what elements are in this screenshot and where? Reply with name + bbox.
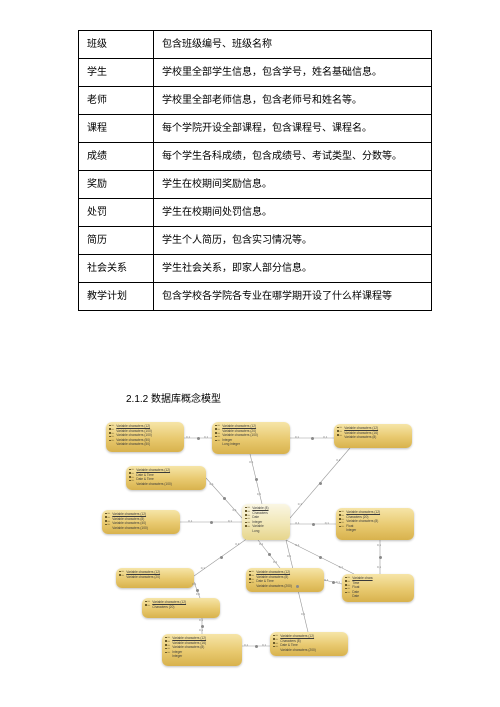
edge-pivot [210, 521, 213, 524]
definition-table: 班级包含班级编号、班级名称学生学校里全部学生信息，包含学号，姓名基础信息。老师学… [78, 30, 432, 311]
edge-cardinality: 0,1 [336, 580, 340, 584]
section-title: 2.1.2 数据库概念模型 [126, 390, 221, 405]
term-cell: 处罚 [79, 199, 154, 227]
table-row: 班级包含班级编号、班级名称 [79, 31, 432, 59]
edge-cardinality: 0,1 [204, 435, 208, 439]
term-cell: 奖励 [79, 171, 154, 199]
edge-cardinality: 0,1 [196, 592, 200, 596]
term-cell: 简历 [79, 227, 154, 255]
edge-pivot [201, 625, 204, 628]
desc-cell: 学生社会关系，即家人部分信息。 [154, 255, 432, 283]
entity-box: ▪▪▪▪▪▪▪▪▪▪▪▪▪▪▪Variable characters (12)V… [162, 634, 242, 666]
term-cell: 老师 [79, 87, 154, 115]
edge-pivot [296, 585, 299, 588]
desc-cell: 每个学院开设全部课程，包含课程号、课程名。 [154, 115, 432, 143]
desc-cell: 每个学生各科成绩，包含成绩号、考试类型、分数等。 [154, 143, 432, 171]
term-cell: 课程 [79, 115, 154, 143]
edge-cardinality: 0,1 [262, 643, 266, 647]
edge-cardinality: 0,1 [301, 612, 305, 616]
edge-cardinality: 0,1 [259, 542, 263, 546]
entity-box: ▪▪▪▪▪▪▪▪▪▪▪▪▪▪▪Variable characters (12)V… [106, 422, 184, 452]
entity-box: ▪▪▪▪▪▪▪▪▪▪▪▪▪▪▪Variable characters (12)V… [212, 422, 290, 454]
edge-cardinality: 0,1 [244, 643, 248, 647]
table-row: 学生学校里全部学生信息，包含学号，姓名基础信息。 [79, 59, 432, 87]
entity-box: ▪▪▪▪▪▪▪▪▪▪▪▪▪▪▪Variable charaTimeFloatDa… [342, 574, 414, 602]
edge-cardinality: 0,1 [228, 519, 232, 523]
term-cell: 社会关系 [79, 255, 154, 283]
edge-cardinality: 0,1 [273, 560, 277, 564]
desc-cell: 学生在校期间处罚信息。 [154, 199, 432, 227]
term-cell: 成绩 [79, 143, 154, 171]
edge-cardinality: 0,1 [233, 508, 237, 512]
entity-box: ▪▪▪▪▪▪▪▪▪▪▪▪Variable characters (12)Date… [126, 466, 206, 490]
desc-cell: 学校里全部老师信息，包含老师号和姓名等。 [154, 87, 432, 115]
desc-cell: 学生个人简历，包含实习情况等。 [154, 227, 432, 255]
desc-cell: 学生在校期间奖励信息。 [154, 171, 432, 199]
entity-box: ▪▪▪▪▪▪▪▪▪▪▪▪Variable characters (12)Vari… [102, 510, 180, 534]
edge-cardinality: 0,1 [339, 565, 343, 569]
table-row: 成绩每个学生各科成绩，包含成绩号、考试类型、分数等。 [79, 143, 432, 171]
desc-cell: 学校里全部学生信息，包含学号，姓名基础信息。 [154, 59, 432, 87]
edge-cardinality: 0,1 [295, 521, 299, 525]
table-row: 处罚学生在校期间处罚信息。 [79, 199, 432, 227]
edge-pivot [197, 437, 200, 440]
edge-cardinality: 0,1 [188, 519, 192, 523]
diagram-edges [90, 418, 430, 690]
edge-cardinality: 0,1 [325, 521, 329, 525]
edge-cardinality: 0,1 [235, 542, 239, 546]
term-cell: 班级 [79, 31, 154, 59]
term-cell: 学生 [79, 59, 154, 87]
er-diagram: ▪▪▪▪▪▪▪▪▪▪▪▪▪▪▪Variable characters (12)V… [90, 418, 430, 690]
edge-cardinality: 0,1 [377, 543, 381, 547]
edge-pivot [255, 478, 258, 481]
entity-box: ▪▪▪▪▪▪▪▪▪▪▪▪Variable characters (12)Char… [270, 632, 348, 656]
desc-cell: 包含学校各学院各专业在哪学期开设了什么样课程等 [154, 283, 432, 311]
document-page: 班级包含班级编号、班级名称学生学校里全部学生信息，包含学号，姓名基础信息。老师学… [0, 0, 500, 707]
edge-cardinality: 0,1 [298, 502, 302, 506]
term-cell: 教学计划 [79, 283, 154, 311]
edge-pivot [311, 437, 314, 440]
edge-cardinality: 0,1 [295, 543, 299, 547]
edge-pivot [220, 556, 223, 559]
entity-box: ▪▪▪▪▪▪▪▪▪▪▪▪▪▪▪Variable characters (12)C… [336, 508, 414, 540]
edge-cardinality: 0,1 [192, 582, 196, 586]
table-row: 教学计划包含学校各学院各专业在哪学期开设了什么样课程等 [79, 283, 432, 311]
edge-cardinality: 0,1 [199, 618, 203, 622]
entity-box: ▪▪▪▪▪▪Variable characters (12)Variable c… [116, 568, 194, 588]
table-row: 简历学生个人简历，包含实习情况等。 [79, 227, 432, 255]
edge-cardinality: 0,1 [199, 628, 203, 632]
entity-box: ▪▪▪▪▪▪Variable characters (12)Characters… [142, 598, 220, 618]
edge-pivot [268, 553, 271, 556]
entity-box: ▪▪▪▪▪▪▪▪▪▪▪▪▪▪▪▪▪▪Variable (8)Characters… [242, 504, 290, 540]
desc-cell: 包含班级编号、班级名称 [154, 31, 432, 59]
table-row: 社会关系学生社会关系，即家人部分信息。 [79, 255, 432, 283]
edge-cardinality: 0,1 [323, 435, 327, 439]
edge-cardinality: 0,1 [209, 482, 213, 486]
edge-cardinality: 0,1 [336, 458, 340, 462]
entity-box: ▪▪▪▪▪▪▪▪▪▪▪▪Variable characters (12)Vari… [246, 568, 324, 592]
edge-pivot [319, 556, 322, 559]
edge-pivot [255, 645, 258, 648]
edge-pivot [319, 482, 322, 485]
edge-cardinality: 0,1 [186, 435, 190, 439]
edge-pivot [379, 556, 382, 559]
edge-pivot [312, 523, 315, 526]
table-row: 奖励学生在校期间奖励信息。 [79, 171, 432, 199]
edge-pivot [332, 581, 335, 584]
edge-pivot [223, 497, 226, 500]
edge-cardinality: 0,1 [201, 566, 205, 570]
entity-box: ▪▪▪▪▪▪▪▪▪Variable characters (12)Variabl… [334, 424, 412, 448]
edge-cardinality: 0,1 [377, 565, 381, 569]
edge-cardinality: 0,1 [295, 435, 299, 439]
edge-pivot [196, 589, 199, 592]
edge-cardinality: 0,1 [249, 460, 253, 464]
table-row: 课程每个学院开设全部课程，包含课程号、课程名。 [79, 115, 432, 143]
table-row: 老师学校里全部老师信息，包含老师号和姓名等。 [79, 87, 432, 115]
edge-cardinality: 0,1 [257, 492, 261, 496]
edge-cardinality: 0,1 [324, 578, 328, 582]
edge-cardinality: 0,1 [287, 554, 291, 558]
